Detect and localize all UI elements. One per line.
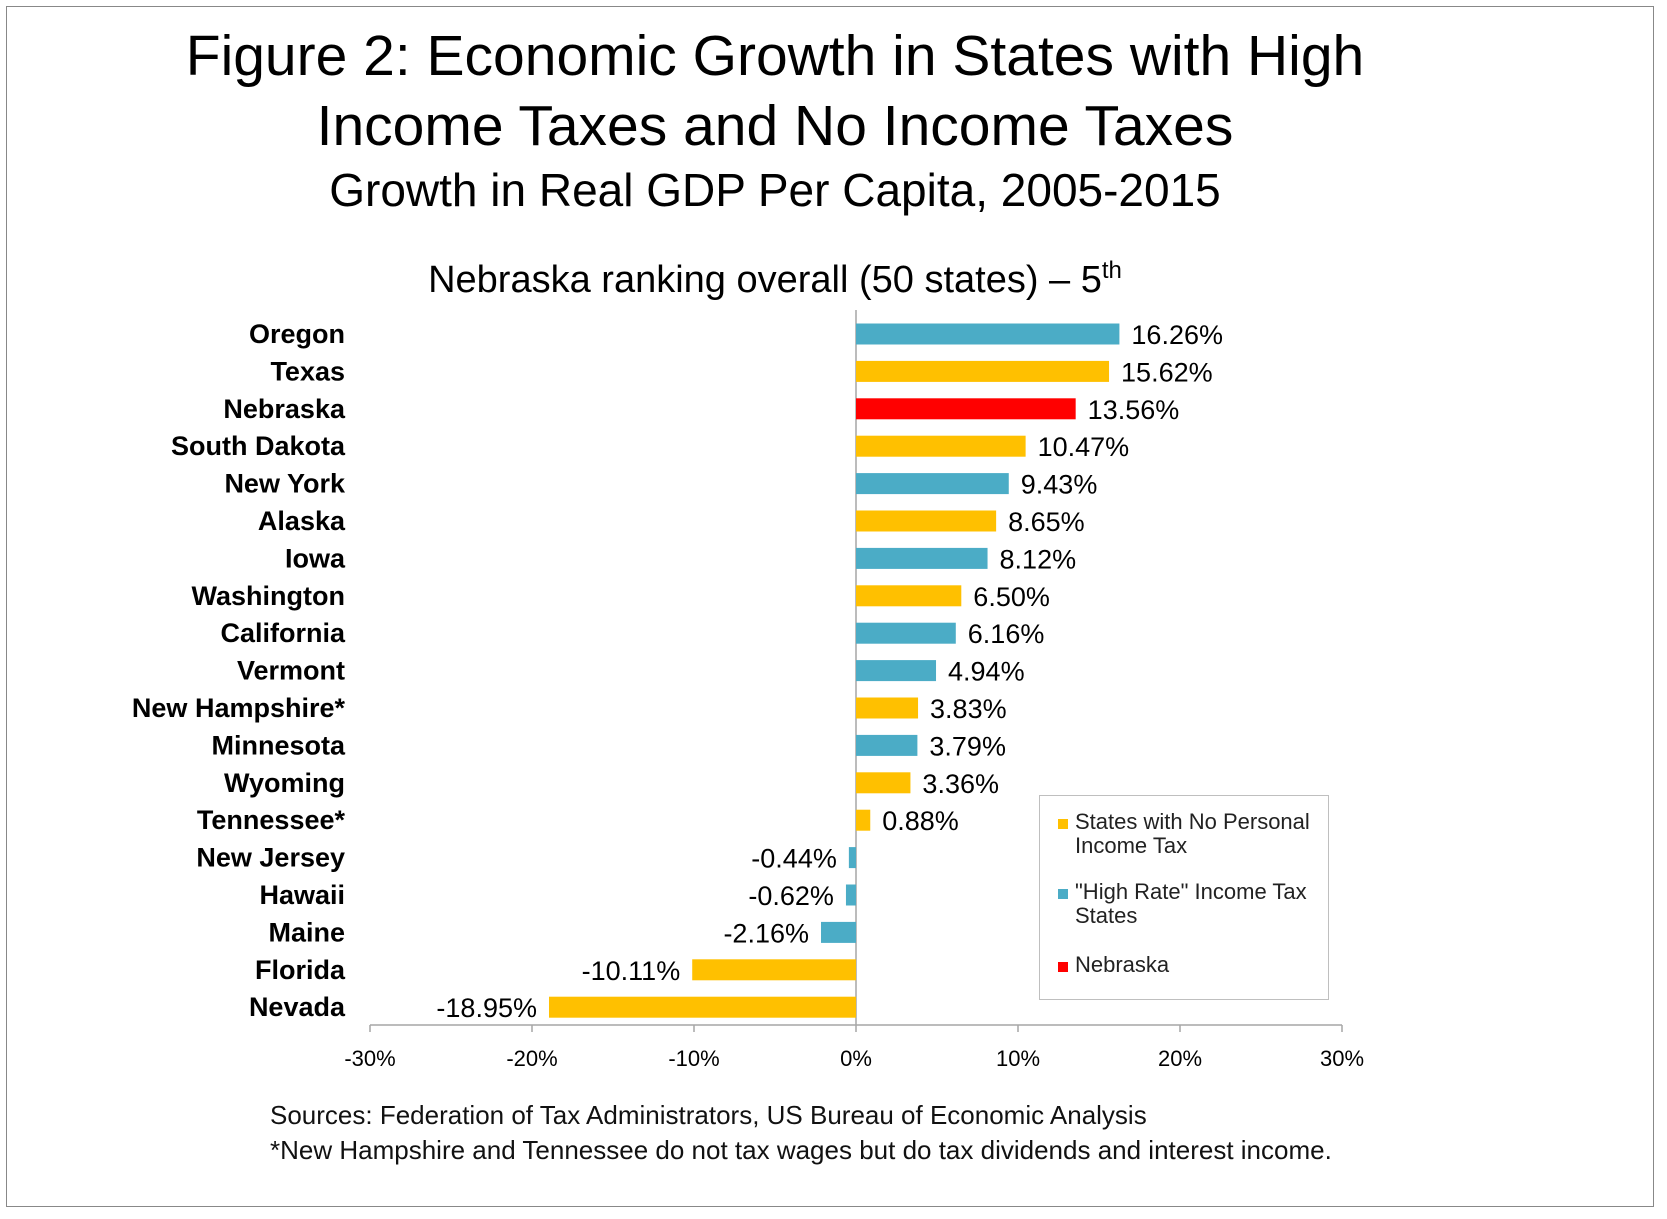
category-label: New York (224, 469, 346, 499)
data-label: -18.95% (436, 993, 537, 1023)
category-label: Hawaii (259, 880, 345, 910)
data-label: 9.43% (1021, 470, 1098, 500)
data-label: 4.94% (948, 657, 1025, 687)
bar-vermont (856, 660, 937, 682)
category-label: Maine (268, 917, 345, 947)
x-tick-label: 10% (996, 1046, 1040, 1071)
data-label: 8.12% (1000, 544, 1077, 574)
category-label: New Hampshire* (132, 693, 346, 723)
data-label: -2.16% (723, 918, 809, 948)
category-label: Vermont (237, 656, 345, 686)
data-label: 3.79% (929, 731, 1006, 761)
bar-new-york (856, 473, 1009, 495)
ranking-ordinal-suffix: th (1101, 257, 1122, 284)
bar-hawaii (845, 884, 856, 906)
figure-frame (6, 6, 1654, 1207)
bar-washington (856, 585, 962, 607)
bar-maine (821, 921, 856, 943)
figure-title-line2: Income Taxes and No Income Taxes (316, 94, 1234, 158)
data-label: 0.88% (882, 806, 959, 836)
legend-label-high-rate: "High Rate" Income Tax States (1075, 879, 1307, 928)
sources-line: Sources: Federation of Tax Administrator… (270, 1100, 1147, 1130)
category-label: California (220, 618, 346, 648)
bar-iowa (856, 547, 988, 569)
figure-title-line1: Figure 2: Economic Growth in States with… (185, 24, 1365, 88)
data-label: 6.50% (973, 582, 1050, 612)
data-label: -0.44% (751, 844, 837, 874)
bar-texas (856, 360, 1110, 382)
sources-note: Sources: Federation of Tax Administrator… (270, 1098, 1410, 1168)
data-label: 16.26% (1131, 320, 1223, 350)
legend-label-no-income-tax: States with No Personal Income Tax (1075, 809, 1310, 858)
x-tick-label: -30% (344, 1046, 395, 1071)
x-tick-label: 30% (1320, 1046, 1364, 1071)
bar-tennessee (856, 809, 871, 831)
legend-label-nebraska: Nebraska (1075, 952, 1170, 977)
category-label: Nevada (249, 992, 346, 1022)
bar-oregon (856, 323, 1120, 345)
category-label: Washington (192, 581, 345, 611)
bar-nebraska (856, 398, 1076, 420)
bar-south-dakota (856, 435, 1026, 457)
bar-minnesota (856, 734, 918, 756)
bar-new-hampshire (856, 697, 919, 719)
bar-wyoming (856, 772, 911, 794)
data-label: 10.47% (1038, 432, 1130, 462)
legend-swatch-no-income-tax (1058, 819, 1068, 829)
bar-california (856, 622, 956, 644)
data-label: -10.11% (582, 956, 681, 986)
category-label: Iowa (285, 543, 346, 573)
chart-subtitle: Growth in Real GDP Per Capita, 2005-2015 (329, 164, 1221, 216)
category-label: New Jersey (196, 843, 345, 873)
category-label: Wyoming (224, 768, 345, 798)
data-label: 13.56% (1088, 395, 1180, 425)
bar-new-jersey (848, 847, 856, 869)
category-label: Texas (270, 356, 345, 386)
legend-swatch-high-rate (1058, 889, 1068, 899)
x-tick-label: 20% (1158, 1046, 1202, 1071)
category-label: Tennessee* (197, 805, 346, 835)
data-label: -0.62% (748, 881, 834, 911)
category-label: Oregon (249, 319, 345, 349)
category-label: South Dakota (171, 431, 346, 461)
nebraska-ranking-note: Nebraska ranking overall (50 states) – 5… (40, 258, 1510, 302)
chart-legend: States with No Personal Income Tax "High… (1039, 795, 1329, 1000)
data-label: 3.36% (922, 769, 999, 799)
x-tick-label: -10% (668, 1046, 719, 1071)
bar-florida (692, 959, 856, 981)
data-label: 8.65% (1008, 507, 1085, 537)
bar-alaska (856, 510, 997, 532)
category-label: Minnesota (211, 730, 345, 760)
ranking-text: Nebraska ranking overall (50 states) – 5 (428, 259, 1102, 301)
category-label: Alaska (258, 506, 346, 536)
legend-swatch-nebraska (1058, 962, 1068, 972)
data-label: 15.62% (1121, 357, 1213, 387)
data-label: 3.83% (930, 694, 1007, 724)
data-label: 6.16% (968, 619, 1045, 649)
footnote-line: *New Hampshire and Tennessee do not tax … (270, 1135, 1332, 1165)
category-label: Florida (255, 955, 346, 985)
x-tick-label: -20% (506, 1046, 557, 1071)
category-label: Nebraska (223, 394, 346, 424)
bar-nevada (549, 996, 856, 1018)
x-tick-label: 0% (840, 1046, 872, 1071)
